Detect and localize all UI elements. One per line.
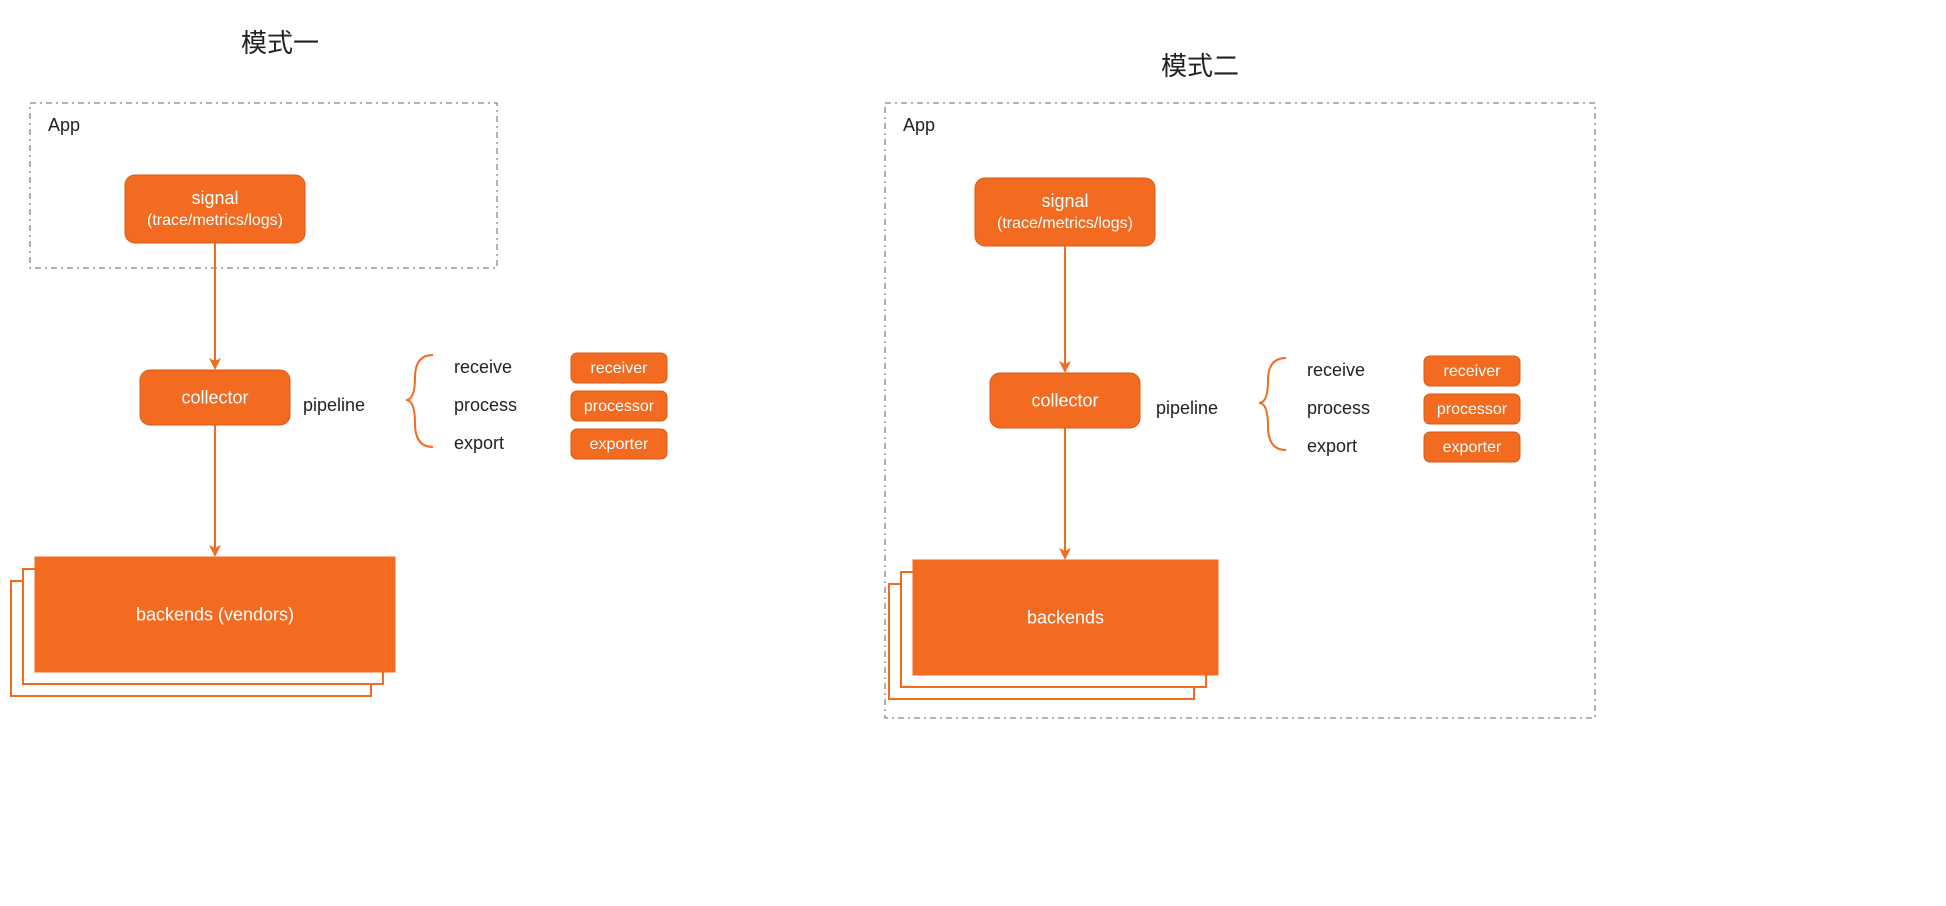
mode2-pipeline-label: pipeline xyxy=(1156,398,1218,418)
mode2-title: 模式二 xyxy=(1161,51,1239,81)
diagram-stage: 模式一 App signal (trace/metrics/logs) collecto… xyxy=(0,0,1946,906)
mode1-row-pill-1-text: processor xyxy=(584,398,655,415)
mode2-signal-box xyxy=(975,178,1155,246)
mode2-collector-box-text: collector xyxy=(1031,390,1098,410)
mode2-row-pill-0-text: receiver xyxy=(1444,363,1502,380)
mode2-row-label-2: export xyxy=(1307,436,1357,456)
mode1-collector-box-text: collector xyxy=(181,387,248,407)
mode1-backends-text: backends (vendors) xyxy=(136,604,294,624)
mode1-signal-box-text1: signal xyxy=(191,188,238,208)
bracket xyxy=(1259,358,1286,450)
mode2-row-pill-1-text: processor xyxy=(1437,401,1508,418)
mode1-signal-box-text2: (trace/metrics/logs) xyxy=(147,212,283,229)
mode1-row-label-0: receive xyxy=(454,357,512,377)
mode1-signal-box xyxy=(125,175,305,243)
mode1-pipeline-label: pipeline xyxy=(303,395,365,415)
mode2-row-label-0: receive xyxy=(1307,360,1365,380)
mode2-row-pill-2-text: exporter xyxy=(1443,439,1502,456)
mode2-row-label-1: process xyxy=(1307,398,1370,418)
mode2-signal-box-text1: signal xyxy=(1041,191,1088,211)
mode2-backends-text: backends xyxy=(1027,607,1104,627)
app-label: App xyxy=(903,115,935,135)
mode1-row-pill-2-text: exporter xyxy=(590,436,649,453)
mode1-row-label-1: process xyxy=(454,395,517,415)
mode1-row-label-2: export xyxy=(454,433,504,453)
mode2-signal-box-text2: (trace/metrics/logs) xyxy=(997,215,1133,232)
mode1-row-pill-0-text: receiver xyxy=(591,360,649,377)
mode1-title: 模式一 xyxy=(241,28,319,58)
bracket xyxy=(406,355,433,447)
app-label: App xyxy=(48,115,80,135)
